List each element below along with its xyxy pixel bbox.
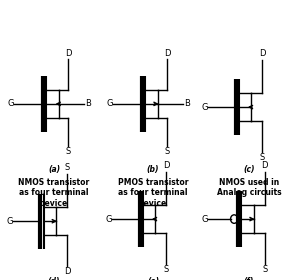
Text: G: G (7, 217, 13, 226)
Text: D: D (164, 49, 170, 58)
Text: (f): (f) (244, 277, 254, 280)
Text: S: S (65, 147, 70, 156)
Text: S: S (164, 147, 169, 156)
Text: G: G (8, 99, 14, 108)
Text: (a): (a) (48, 165, 60, 174)
Text: D: D (262, 161, 268, 170)
Text: (d): (d) (48, 277, 60, 280)
Text: NMOS used in
Analog circuits: NMOS used in Analog circuits (217, 178, 281, 197)
Text: B: B (184, 99, 190, 108)
Text: D: D (259, 49, 265, 58)
Text: (e): (e) (147, 277, 159, 280)
Text: S: S (64, 164, 70, 172)
Text: G: G (106, 214, 112, 223)
Text: G: G (202, 102, 208, 111)
Text: G: G (106, 99, 113, 108)
Text: D: D (65, 49, 71, 58)
Text: PMOS transistor
as four terminal
device: PMOS transistor as four terminal device (118, 178, 188, 207)
Text: D: D (163, 161, 169, 170)
Text: S: S (262, 265, 267, 274)
Text: NMOS transistor
as four terminal
device: NMOS transistor as four terminal device (18, 178, 90, 207)
Text: S: S (260, 153, 265, 162)
Text: B: B (85, 99, 91, 108)
Text: G: G (202, 214, 208, 223)
Text: (b): (b) (147, 165, 159, 174)
Text: S: S (164, 265, 169, 274)
Text: (c): (c) (243, 165, 255, 174)
Text: D: D (64, 267, 70, 276)
